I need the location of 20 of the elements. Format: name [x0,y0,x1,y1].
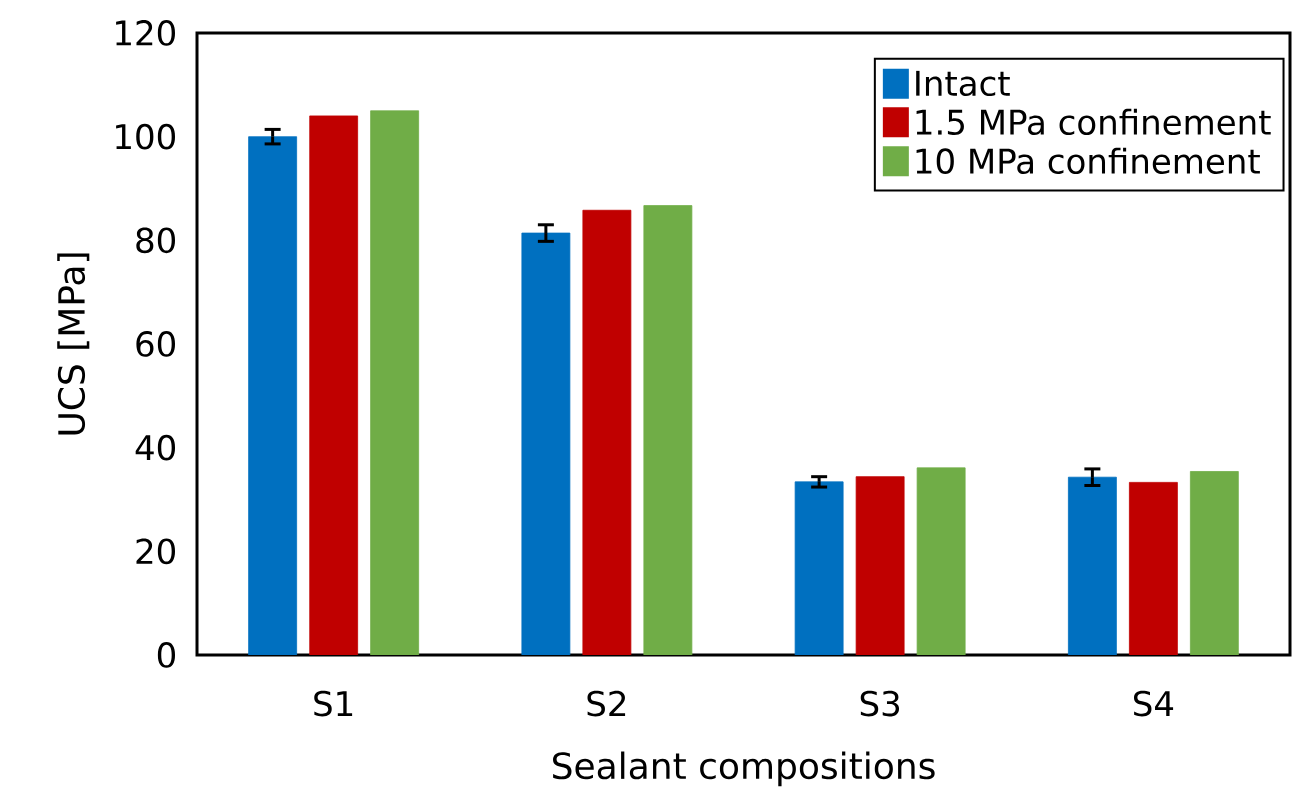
legend-label: Intact [916,71,1010,97]
bar [1128,482,1178,656]
legend-label: 10 MPa confinement [916,147,1260,175]
y-tick-label: 20 [136,538,176,565]
legend-label: 1.5 MPa confinement [916,108,1271,136]
bar [582,210,632,656]
x-tick-label: S4 [1134,690,1174,717]
y-tick-label: 0 [157,642,176,668]
y-tick-label: 60 [136,331,176,357]
y-tick-label: 80 [136,227,176,254]
x-tick-label: S3 [860,690,900,717]
y-tick-label: 120 [116,20,176,46]
bar [309,115,359,656]
x-axis-title: Sealant compositions [553,751,935,787]
bar [855,476,905,656]
x-tick-label: S1 [314,690,353,717]
y-tick-label: 40 [135,434,176,461]
x-tick-label: S2 [587,690,626,717]
y-tick-label: 100 [116,123,176,150]
y-axis-title: UCS [MPa] [57,253,90,435]
